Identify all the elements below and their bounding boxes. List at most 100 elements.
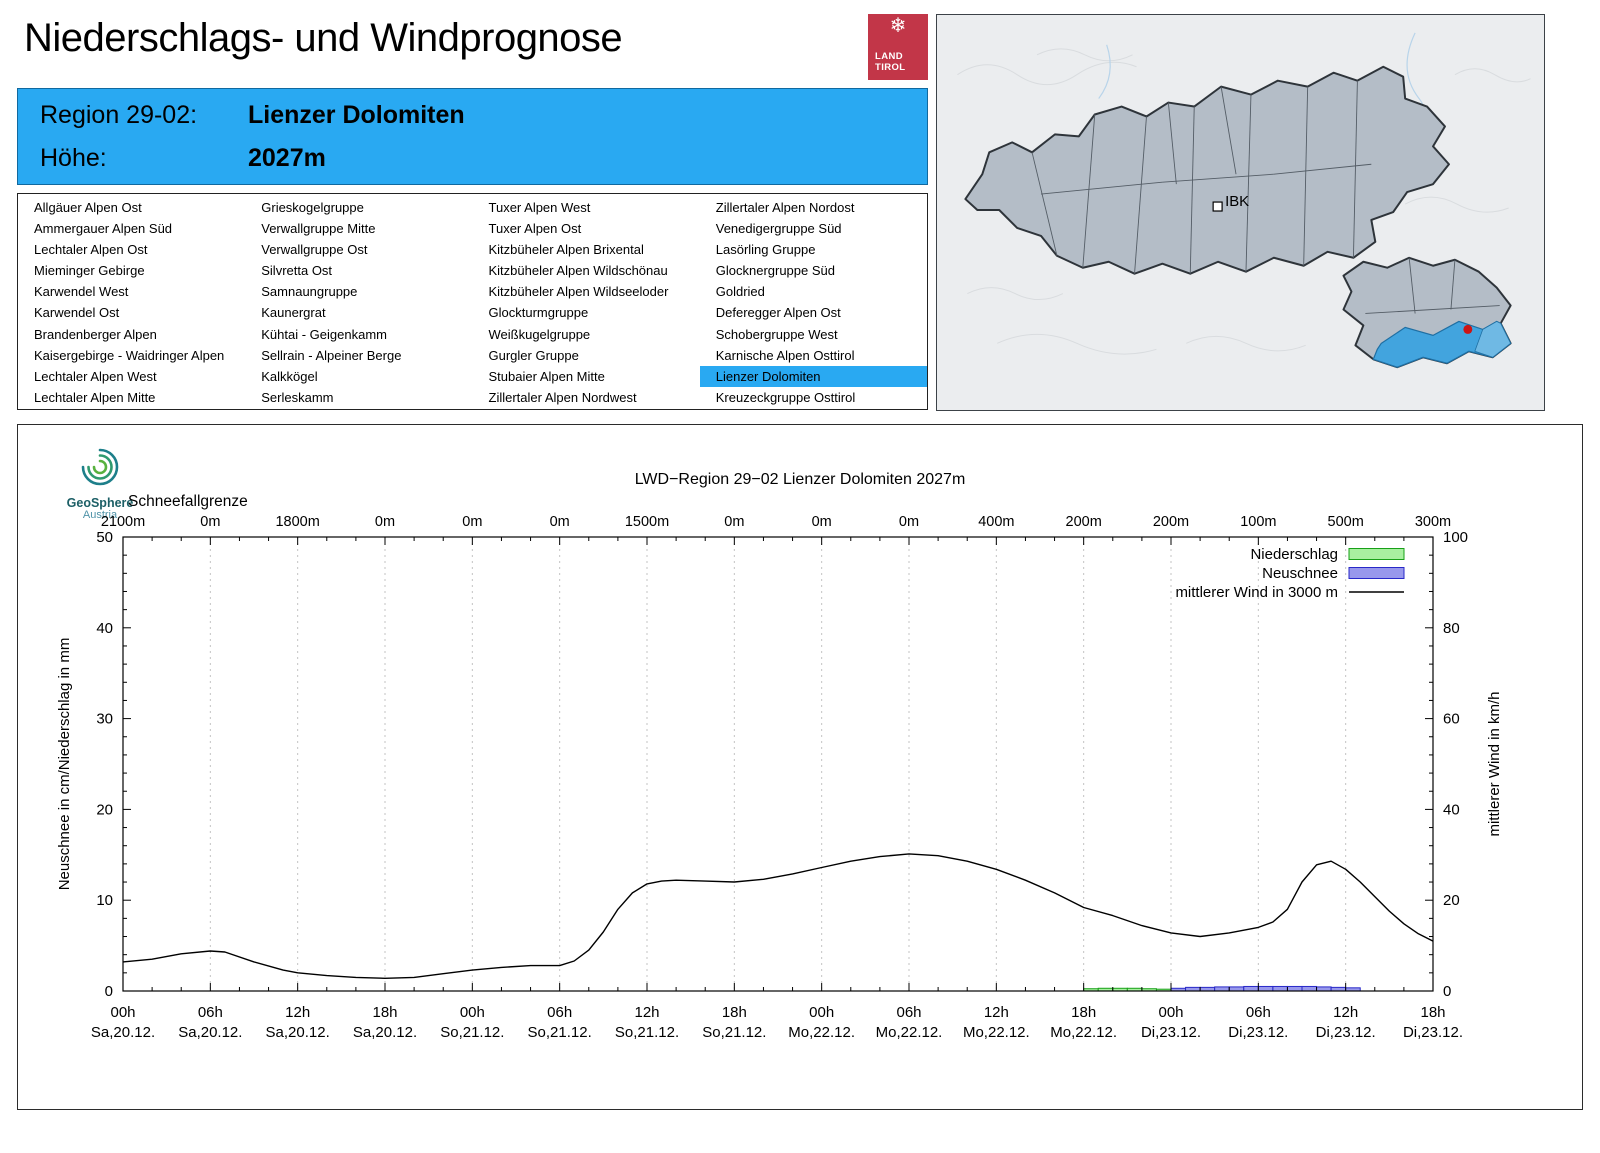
new-snow-bars — [1170, 985, 1361, 992]
legend-label: mittlerer Wind in 3000 m — [1175, 584, 1338, 601]
snowline-value: 0m — [724, 514, 744, 530]
region-list-item[interactable]: Kaisergebirge - Waidringer Alpen — [34, 347, 225, 363]
snowline-value: 200m — [1066, 514, 1102, 530]
region-list-item[interactable]: Verwallgruppe Ost — [261, 242, 368, 258]
region-list-item[interactable]: Karwendel Ost — [34, 305, 120, 321]
region-list-item[interactable]: Karnische Alpen Osttirol — [715, 347, 855, 363]
region-list-item[interactable]: Kalkkögel — [261, 368, 318, 384]
region-list-item[interactable]: Tuxer Alpen Ost — [488, 221, 582, 237]
region-list-item[interactable]: Zillertaler Alpen Nordwest — [488, 389, 637, 405]
map-ibk-label: IBK — [1225, 193, 1249, 210]
geosphere-country: Austria — [82, 509, 118, 521]
x-tick-hour: 06h — [198, 1004, 223, 1021]
region-list-item[interactable]: Kreuzeckgruppe Osttirol — [715, 389, 856, 405]
region-list-item[interactable]: Karwendel West — [34, 284, 129, 300]
region-list-item[interactable]: Venedigergruppe Süd — [715, 221, 842, 237]
map-district-borders — [1031, 80, 1372, 274]
x-tick-hour: 12h — [984, 1004, 1009, 1021]
y-right-tick: 60 — [1443, 711, 1460, 728]
region-list-item[interactable]: Lechtaler Alpen Ost — [34, 242, 148, 258]
region-list-item[interactable]: Weißkugelgruppe — [488, 326, 591, 342]
region-list-item[interactable]: Brandenberger Alpen — [34, 326, 157, 342]
x-tick-date: Di,23.12. — [1141, 1024, 1201, 1041]
region-list-item[interactable]: Stubaier Alpen Mitte — [488, 368, 605, 384]
x-tick-hour: 18h — [1420, 1004, 1445, 1021]
region-list-item[interactable]: Grieskogelgruppe — [261, 200, 364, 215]
region-list-item[interactable]: Deferegger Alpen Ost — [715, 305, 841, 321]
legend-swatch — [1348, 548, 1405, 560]
region-list-item[interactable]: Allgäuer Alpen Ost — [34, 200, 142, 215]
region-list-item[interactable]: Lechtaler Alpen Mitte — [34, 389, 156, 405]
map-svg: IBK — [937, 15, 1544, 410]
land-tirol-logo: ❄ LAND TIROL — [868, 14, 928, 80]
geosphere-name: GeoSphere — [66, 496, 134, 510]
tirol-region-map[interactable]: IBK — [936, 14, 1545, 411]
logo-line-2: TIROL — [875, 62, 906, 74]
region-list-item[interactable]: Ammergauer Alpen Süd — [34, 221, 173, 237]
geosphere-swirl-icon — [81, 448, 119, 486]
x-tick-hour: 00h — [809, 1004, 834, 1021]
region-list-item[interactable]: Silvretta Ost — [261, 263, 333, 279]
region-header-row: Region 29-02: Lienzer Dolomiten — [40, 101, 465, 130]
region-list-item[interactable]: Serleskamm — [261, 389, 334, 405]
region-list-item[interactable]: Zillertaler Alpen Nordost — [715, 200, 855, 215]
logo-line-1: LAND — [875, 51, 903, 63]
y-right-tick: 80 — [1443, 620, 1460, 637]
x-tick-hour: 18h — [372, 1004, 397, 1021]
x-tick-hour: 00h — [460, 1004, 485, 1021]
region-list-item[interactable]: Samnaungruppe — [261, 284, 358, 300]
region-list-item[interactable]: Kühtai - Geigenkamm — [261, 326, 387, 342]
region-list-item[interactable]: Sellrain - Alpeiner Berge — [261, 347, 402, 363]
x-tick-hour: 12h — [1333, 1004, 1358, 1021]
snowline-value: 0m — [812, 514, 832, 530]
snowline-value: 1800m — [275, 514, 319, 530]
x-tick-hour: 06h — [896, 1004, 921, 1021]
legend: Niederschlag Neuschnee mittlerer Wind in 3… — [1175, 546, 1405, 601]
snowline-value: 300m — [1415, 514, 1451, 530]
x-tick-date: Sa,20.12. — [266, 1024, 330, 1041]
y-right-axis-title: mittlerer Wind in km/h — [1486, 691, 1503, 836]
region-list-item[interactable]: Kaunergrat — [261, 305, 326, 321]
forecast-chart-panel: GeoSphere Austria LWD−Region 29−02 Lienz… — [17, 424, 1583, 1110]
region-column-3: Tuxer Alpen West Tuxer Alpen Ost Kitzbühel… — [473, 197, 700, 409]
x-tick-date: So,21.12. — [440, 1024, 504, 1041]
x-tick-date: Sa,20.12. — [91, 1024, 155, 1041]
y-right-tick: 40 — [1443, 801, 1460, 818]
x-tick-hour: 18h — [722, 1004, 747, 1021]
snowline-value: 0m — [462, 514, 482, 530]
region-list-item[interactable]: Gurgler Gruppe — [488, 347, 579, 363]
region-list-item[interactable]: Mieminger Gebirge — [34, 263, 145, 279]
axes: 00h Sa,20.12. 2100m 06h Sa,20.12. 0m 12h Sa,20.… — [91, 514, 1468, 1041]
region-list-item[interactable]: Lechtaler Alpen West — [34, 368, 157, 384]
y-left-tick: 20 — [96, 801, 113, 818]
snowline-label: Schneefallgrenze — [128, 493, 248, 510]
snowline-value: 0m — [375, 514, 395, 530]
region-list-item[interactable]: Glocknergruppe Süd — [715, 263, 835, 279]
region-list-item[interactable]: Kitzbüheler Alpen Wildschönau — [488, 263, 668, 279]
forecast-chart: 00h Sa,20.12. 2100m 06h Sa,20.12. 0m 12h Sa,20.… — [56, 514, 1503, 1041]
region-list-item[interactable]: Goldried — [715, 284, 765, 300]
region-list: Allgäuer Alpen Ost Ammergauer Alpen Süd Le… — [17, 193, 928, 410]
region-list-item[interactable]: Glockturmgruppe — [488, 305, 589, 321]
altitude-label: Höhe: — [40, 144, 107, 172]
x-tick-hour: 12h — [634, 1004, 659, 1021]
region-column-2: Grieskogelgruppe Verwallgruppe Mitte Verwa… — [245, 197, 472, 409]
map-region-highlight-light[interactable] — [1474, 320, 1512, 358]
x-tick-date: Mo,22.12. — [788, 1024, 855, 1041]
region-list-item[interactable]: Schobergruppe West — [715, 326, 838, 342]
snowline-value: 1500m — [625, 514, 669, 530]
region-list-item-selected[interactable]: Lienzer Dolomiten — [699, 365, 927, 387]
y-left-tick: 50 — [96, 529, 113, 546]
y-left-axis-title: Neuschnee in cm/Niederschlag in mm — [56, 638, 73, 891]
snowline-value: 0m — [899, 514, 919, 530]
x-tick-hour: 06h — [1246, 1004, 1271, 1021]
x-tick-date: So,21.12. — [615, 1024, 679, 1041]
region-list-item[interactable]: Kitzbüheler Alpen Wildseeloder — [488, 284, 669, 300]
page-title: Niederschlags- und Windprognose — [24, 16, 623, 60]
region-list-item[interactable]: Lasörling Gruppe — [715, 242, 816, 258]
x-tick-date: Di,23.12. — [1316, 1024, 1376, 1041]
region-list-item[interactable]: Kitzbüheler Alpen Brixental — [488, 242, 644, 258]
region-list-item[interactable]: Tuxer Alpen West — [488, 200, 591, 215]
y-right-tick: 100 — [1443, 529, 1468, 546]
region-list-item[interactable]: Verwallgruppe Mitte — [261, 221, 376, 237]
